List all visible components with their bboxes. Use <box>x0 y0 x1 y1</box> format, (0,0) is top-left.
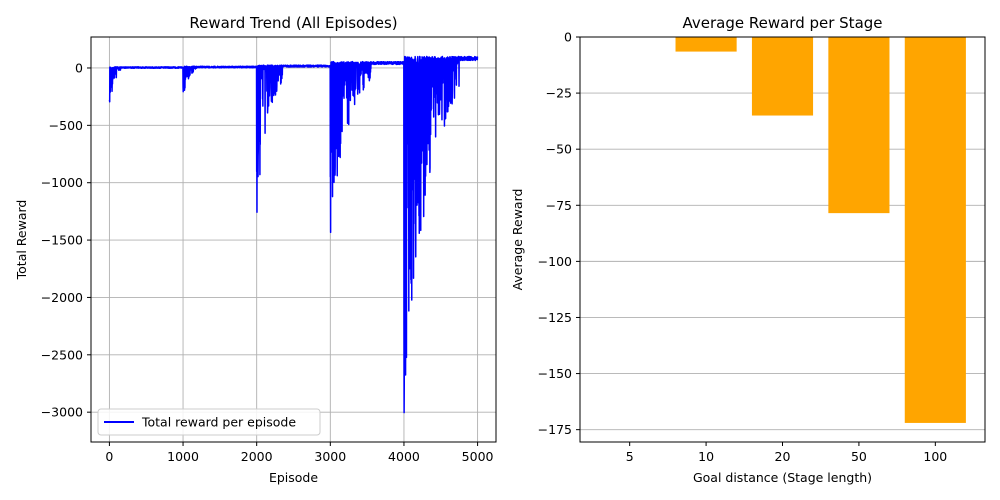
reward-series-line <box>108 55 479 414</box>
y-tick-label: 0 <box>75 60 83 75</box>
x-tick-label: 2000 <box>241 449 273 464</box>
x-tick-label: 0 <box>105 449 113 464</box>
x-tick-label: 5000 <box>462 449 494 464</box>
legend-entry-label: Total reward per episode <box>141 415 296 430</box>
bar-20 <box>751 37 814 116</box>
average-reward-bars <box>675 37 966 423</box>
average-reward-title: Average Reward per Stage <box>682 14 882 32</box>
y-tick-label: −25 <box>546 86 572 101</box>
bar-50 <box>828 37 890 214</box>
average-reward-xlabel: Goal distance (Stage length) <box>693 470 872 485</box>
x-tick-label: 50 <box>851 449 867 464</box>
average-reward-ticks: 0 −25 −50 −75 −100 −125 −150 −175 5 10 20 50 100 <box>538 30 948 465</box>
y-tick-label: −2500 <box>41 347 83 362</box>
reward-trend-frame <box>90 36 497 443</box>
y-tick-label: −2000 <box>41 290 83 305</box>
y-tick-label: −100 <box>538 254 572 269</box>
y-tick-label: −150 <box>538 366 572 381</box>
reward-trend-title: Reward Trend (All Episodes) <box>189 14 397 32</box>
reward-trend-xlabel: Episode <box>269 470 318 485</box>
y-tick-label: −500 <box>49 118 83 133</box>
y-tick-label: 0 <box>564 30 572 45</box>
bar-10 <box>675 37 737 52</box>
legend: Total reward per episode <box>97 408 321 436</box>
x-tick-label: 4000 <box>388 449 420 464</box>
y-tick-label: −1000 <box>41 175 83 190</box>
y-tick-label: −175 <box>538 422 572 437</box>
bar-100 <box>904 37 966 423</box>
average-reward-ylabel: Average Reward <box>510 189 525 291</box>
y-tick-label: −50 <box>546 142 572 157</box>
y-tick-label: −3000 <box>41 405 83 420</box>
x-tick-label: 1000 <box>167 449 199 464</box>
y-tick-label: −75 <box>546 198 572 213</box>
x-tick-label: 3000 <box>314 449 346 464</box>
y-tick-label: −1500 <box>41 233 83 248</box>
average-reward-chart: 0 −25 −50 −75 −100 −125 −150 −175 5 10 20 50 100 Ave… <box>510 14 986 485</box>
x-tick-label: 10 <box>698 449 714 464</box>
y-tick-label: −125 <box>538 310 572 325</box>
x-tick-label: 5 <box>626 449 634 464</box>
reward-trend-ticks: 0 1000 2000 3000 4000 5000 0 −500 −1000 −1500 −200… <box>41 60 494 464</box>
reward-trend-chart: 0 1000 2000 3000 4000 5000 0 −500 −1000 −1500 −200… <box>14 14 497 485</box>
x-tick-label: 20 <box>775 449 791 464</box>
x-tick-label: 100 <box>923 449 947 464</box>
legend-box <box>97 408 321 436</box>
reward-trend-ylabel: Total Reward <box>14 200 29 281</box>
